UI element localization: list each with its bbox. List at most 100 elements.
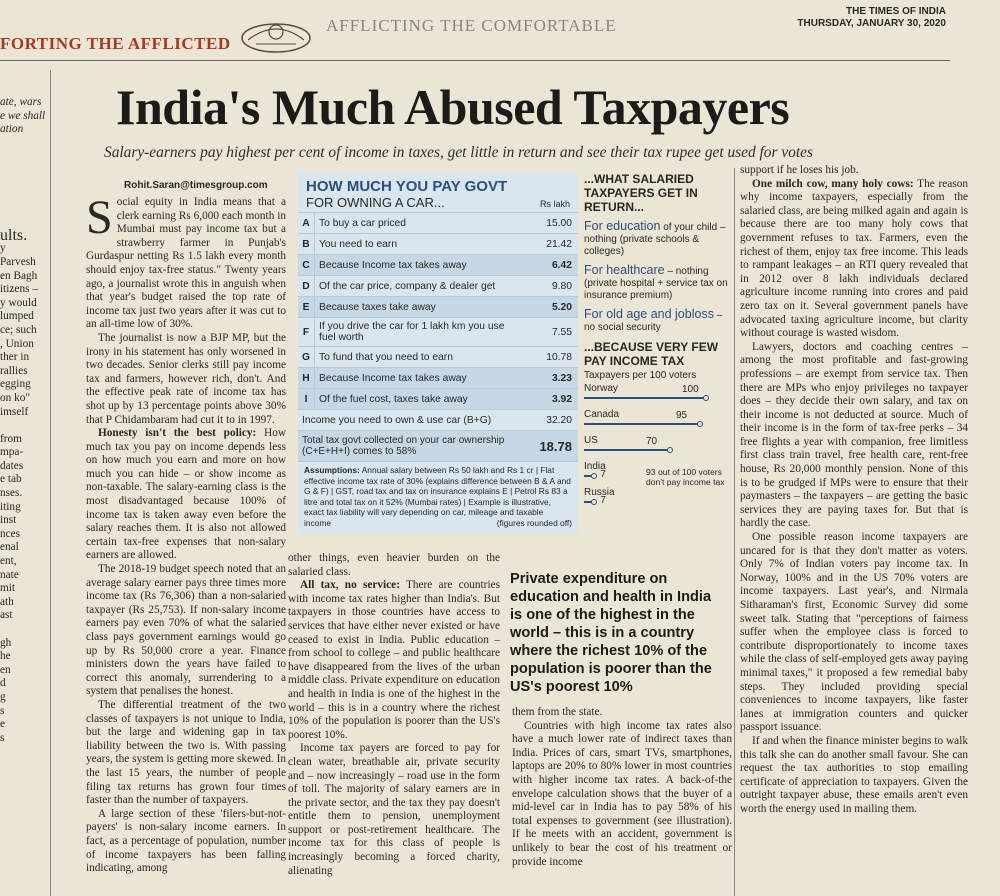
chart-bar-end — [697, 421, 703, 427]
chart-bar — [584, 449, 668, 451]
byline: Rohit.Saran@timesgroup.com — [124, 180, 268, 191]
left-strip-line: , Union — [0, 337, 34, 350]
left-strip-line: inst — [0, 514, 17, 527]
chart-bar — [584, 501, 593, 503]
table-subtitle: FOR OWNING A CAR... — [306, 195, 445, 210]
table-row: I Of the fuel cost, taxes take away 3.92 — [298, 389, 578, 410]
left-strip-line: e tab — [0, 473, 22, 486]
drop-cap: S — [86, 196, 113, 244]
return-item-head: For old age and jobloss — [584, 307, 714, 321]
left-strip-top: ate, wars e we shall ation — [0, 96, 48, 137]
right-banner: AFFLICTING THE COMFORTABLE — [326, 16, 617, 35]
left-strip-line: nces — [0, 527, 21, 540]
col4-para-2: Lawyers, doctors and coaching centres – … — [740, 340, 968, 530]
row-letter: A — [298, 213, 315, 233]
row-value: 5.20 — [551, 301, 572, 313]
left-strip-line: d — [0, 677, 6, 690]
left-strip-line: e we shall — [0, 109, 46, 122]
table-row: C Because Income tax takes away 6.42 — [298, 255, 578, 276]
row-label: Because Income tax takes away — [319, 259, 467, 271]
left-banner: FORTING THE AFFLICTED — [0, 34, 231, 53]
table-row: F If you drive the car for 1 lakh km you … — [298, 318, 578, 347]
col1-para-5: The differential treatment of the two cl… — [86, 698, 286, 807]
table-row: A To buy a car priced 15.00 — [298, 213, 578, 234]
left-strip-line: y would — [0, 296, 37, 309]
rounded-note: (figures rounded off) — [496, 517, 572, 528]
paper-name: THE TIMES OF INDIA — [846, 6, 946, 17]
col1-para-1: ocial equity in India means that a clerk… — [86, 196, 286, 331]
row-letter: H — [298, 368, 315, 388]
chart-category-label: US — [584, 435, 598, 446]
chart-bar-end — [667, 447, 673, 453]
row-value: 21.42 — [546, 238, 572, 250]
masthead-emblem — [236, 14, 316, 56]
row-label: To buy a car priced — [319, 217, 406, 229]
row-letter: F — [298, 318, 315, 346]
return-item-head: For education — [584, 219, 661, 233]
chart-bar-end — [591, 499, 598, 505]
chart-bar — [584, 475, 593, 477]
subhead: Salary-earners pay highest per cent of i… — [104, 144, 813, 161]
side-title-2: ...BECAUSE VERY FEW PAY INCOME TAX — [584, 340, 719, 368]
left-strip-line: y — [0, 242, 6, 255]
return-item: For education of your child – nothing (p… — [584, 220, 730, 258]
col3-para-1: them from the state. — [512, 706, 603, 718]
left-strip-line: ce; such — [0, 323, 37, 336]
left-strip-rule — [50, 70, 51, 896]
left-strip-line: from — [0, 432, 22, 445]
row-label: You need to earn — [319, 238, 398, 250]
table-row: D Of the car price, company & dealer get 9… — [298, 276, 578, 297]
left-strip-line: rallies — [0, 364, 28, 377]
row-label: Because taxes take away — [319, 301, 436, 313]
col2-para-1: other things, even heavier burden on the… — [288, 552, 500, 578]
column-3: them from the state. Countries with high… — [512, 706, 732, 896]
row-value: 6.42 — [551, 259, 572, 271]
left-strip-line: enal — [0, 541, 19, 554]
chart-category-label: India — [584, 461, 606, 472]
col4-para-0: support if he loses his job. — [740, 164, 859, 176]
chart-note: 93 out of 100 voters don't pay income ta… — [646, 467, 725, 487]
column-4: support if he loses his job. One milch c… — [740, 164, 968, 896]
col4-para-1: One milch cow, many holy cows: The reaso… — [740, 177, 968, 340]
left-strip-line: itizens – — [0, 283, 38, 296]
masthead: FORTING THE AFFLICTED AFFLICTING THE COM… — [0, 0, 1000, 64]
left-strip-line: he — [0, 650, 11, 663]
chart-bar — [584, 397, 704, 399]
row-value: 9.80 — [551, 280, 572, 292]
left-strip-line: imself — [0, 405, 29, 418]
left-strip-line: nses. — [0, 487, 23, 500]
left-strip-line: dates — [0, 459, 24, 472]
table-row: B You need to earn 21.42 — [298, 234, 578, 255]
chart-value-label: 100 — [682, 384, 699, 395]
table-row: E Because taxes take away 5.20 — [298, 297, 578, 318]
row-letter: B — [298, 234, 315, 254]
row-value: 3.23 — [551, 372, 572, 384]
chart-value-label: 7 — [600, 495, 606, 506]
left-strip-line: iting — [0, 500, 21, 513]
left-strip-line: mpa- — [0, 446, 24, 459]
row-label: If you drive the car for 1 lakh km you u… — [319, 321, 505, 343]
col2-para-2: All tax, no service: There are countries… — [288, 579, 500, 741]
chart-value-label: 95 — [676, 410, 688, 421]
return-item: For healthcare – nothing (private hospit… — [584, 264, 730, 302]
table-assumptions: Assumptions: Annual salary between Rs 50… — [304, 465, 572, 528]
chart-value-label: 70 — [646, 436, 658, 447]
left-strip-line: ate, wars — [0, 96, 42, 108]
left-strip-line: mit — [0, 582, 16, 595]
row-value: 7.55 — [551, 326, 572, 338]
return-item: For old age and jobloss – no social secu… — [584, 308, 730, 334]
left-strip-line: nate — [0, 568, 19, 581]
row-letter: D — [298, 276, 315, 296]
left-strip-line: ation — [0, 123, 24, 136]
return-item-text: – nothing (private hospital + service ta… — [584, 266, 728, 301]
left-strip-heading: ults. — [0, 226, 28, 244]
row-letter: G — [298, 347, 315, 367]
tax-table: HOW MUCH YOU PAY GOVT FOR OWNING A CAR..… — [298, 172, 578, 534]
left-strip: ate, wars e we shall ation ults. y Parvesh e… — [0, 96, 48, 896]
pull-quote: Private expenditure on education and hea… — [510, 571, 712, 695]
chart-bar-end — [591, 473, 598, 479]
table-title: HOW MUCH YOU PAY GOVT — [306, 178, 508, 195]
headline: India's Much Abused Taxpayers — [116, 79, 790, 135]
row-letter: E — [298, 297, 315, 317]
left-strip-line: s — [0, 704, 5, 717]
